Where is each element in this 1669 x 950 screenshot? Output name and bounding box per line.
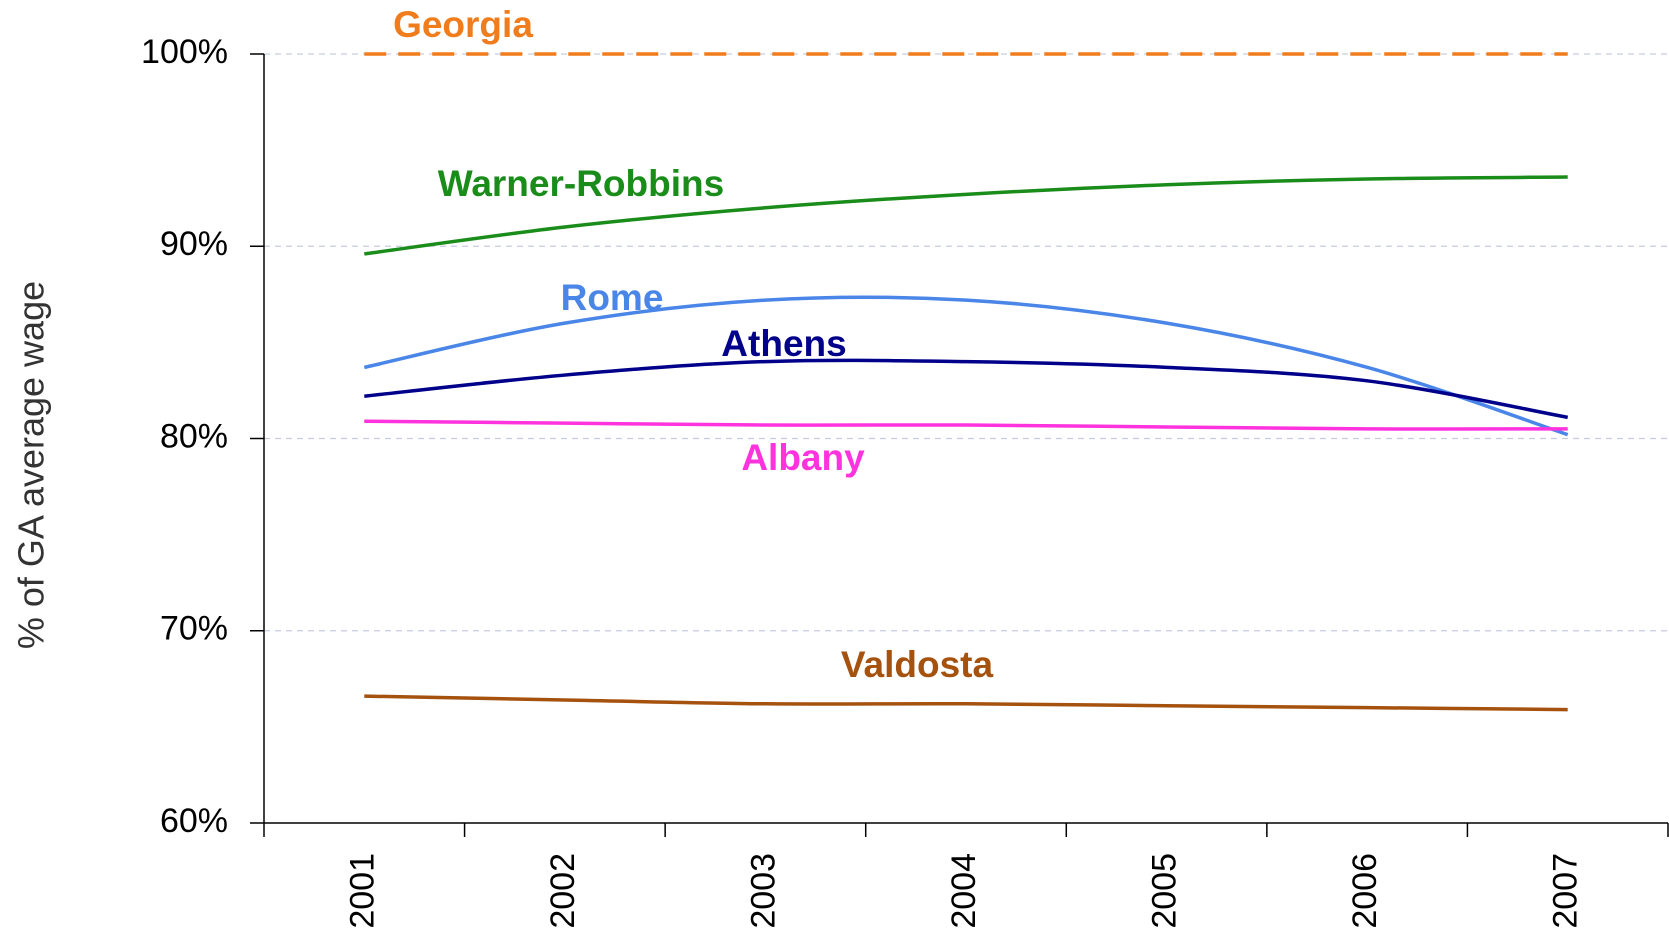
series-line bbox=[363, 295, 1569, 437]
x-tick-label: 2001 bbox=[343, 853, 381, 929]
series-line bbox=[364, 694, 1568, 712]
y-tick-label: 100% bbox=[141, 33, 228, 71]
y-tick-label: 60% bbox=[160, 802, 228, 840]
series-label: Valdosta bbox=[841, 644, 994, 685]
series-line bbox=[364, 419, 1568, 431]
x-tick-label: 2006 bbox=[1346, 853, 1384, 929]
series-label: Albany bbox=[741, 437, 865, 478]
x-tick-label: 2004 bbox=[945, 853, 983, 929]
series-label: Rome bbox=[561, 277, 664, 318]
series-line bbox=[364, 175, 1568, 256]
y-tick-label: 90% bbox=[160, 225, 228, 263]
x-tick-label: 2003 bbox=[744, 853, 782, 929]
series-line bbox=[364, 358, 1569, 420]
series-label: Athens bbox=[721, 323, 846, 364]
series-label: Georgia bbox=[393, 4, 533, 45]
series-label: Warner-Robbins bbox=[438, 163, 724, 204]
y-tick-label: 70% bbox=[160, 610, 228, 648]
x-tick-label: 2005 bbox=[1146, 853, 1184, 929]
x-tick-label: 2002 bbox=[544, 853, 582, 929]
x-tick-label: 2007 bbox=[1547, 853, 1585, 929]
y-axis-label: % of GA average wage bbox=[11, 281, 52, 649]
y-tick-label: 80% bbox=[160, 417, 228, 455]
